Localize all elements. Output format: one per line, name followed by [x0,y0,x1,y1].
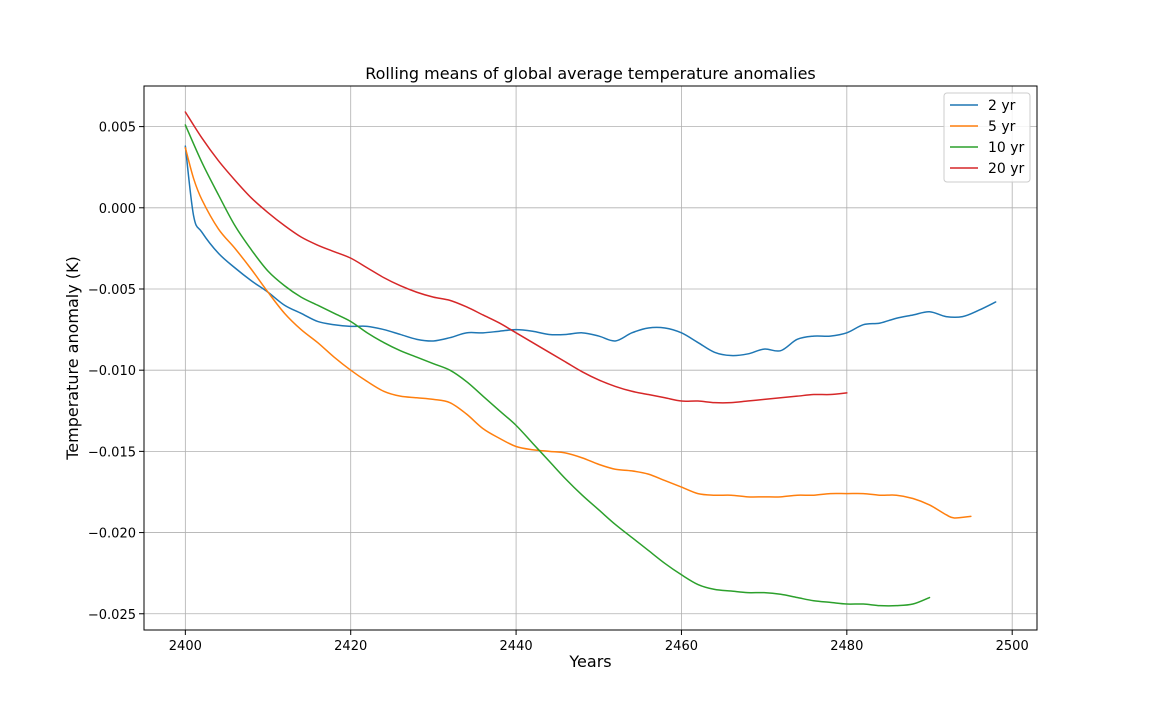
x-axis-label: Years [568,652,611,671]
y-tick-label: −0.005 [88,283,136,298]
y-tick-label: −0.020 [88,527,136,542]
legend-label-20-yr: 20 yr [988,161,1025,177]
chart-title: Rolling means of global average temperat… [365,64,816,83]
y-tick-label: 0.000 [99,202,136,217]
legend-label-10-yr: 10 yr [988,140,1025,156]
y-axis-label: Temperature anomaly (K) [63,256,82,461]
x-tick-label: 2420 [334,639,367,654]
x-tick-label: 2460 [665,639,698,654]
x-tick-label: 2440 [500,639,533,654]
x-tick-label: 2500 [996,639,1029,654]
x-tick-label: 2480 [830,639,863,654]
y-tick-label: 0.005 [99,121,136,136]
legend-label-2-yr: 2 yr [988,98,1016,114]
y-tick-label: −0.015 [88,445,136,460]
x-tick-label: 2400 [169,639,202,654]
legend: 2 yr 5 yr 10 yr 20 yr [944,93,1030,182]
y-tick-label: −0.025 [88,608,136,623]
legend-label-5-yr: 5 yr [988,119,1016,135]
y-tick-label: −0.010 [88,364,136,379]
